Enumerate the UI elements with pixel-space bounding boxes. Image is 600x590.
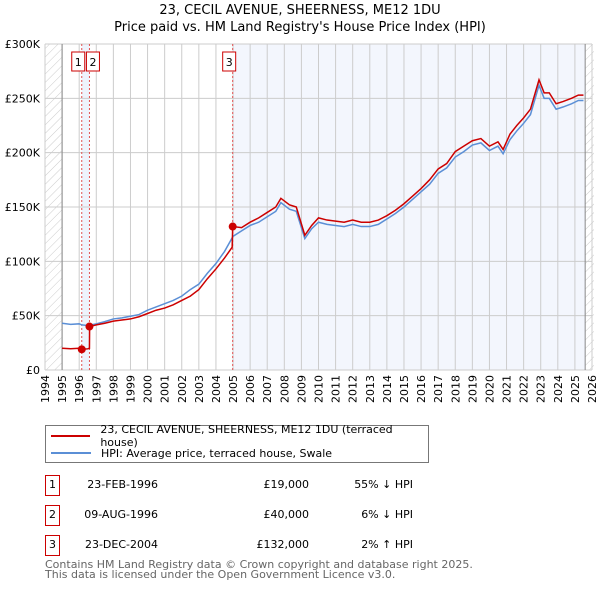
- y-tick-label: £200K: [5, 147, 41, 160]
- y-tick-label: £250K: [5, 92, 41, 105]
- x-tick-label: 2011: [330, 375, 343, 403]
- x-tick-label: 2009: [295, 375, 308, 403]
- sale-price: £40,000: [263, 508, 310, 521]
- y-tick-label: £300K: [5, 38, 41, 51]
- sale-badge-label: 1: [75, 56, 82, 69]
- y-tick-label: £100K: [5, 255, 41, 268]
- x-tick-label: 2000: [142, 375, 155, 403]
- chart-subtitle: Price paid vs. HM Land Registry's House …: [114, 20, 486, 35]
- y-tick-label: £0: [26, 364, 40, 377]
- legend: 23, CECIL AVENUE, SHEERNESS, ME12 1DU (t…: [45, 423, 429, 463]
- y-tick-label: £150K: [5, 201, 41, 214]
- x-tick-label: 2014: [381, 375, 394, 403]
- legend-label: HPI: Average price, terraced house, Swal…: [101, 446, 333, 460]
- x-tick-label: 2003: [193, 375, 206, 403]
- sale-price: £19,000: [263, 478, 310, 491]
- x-tick-label: 2005: [227, 375, 240, 403]
- sale-price: £132,000: [256, 538, 310, 551]
- sale-hpi-diff: 2% ↑ HPI: [361, 538, 413, 551]
- x-tick-label: 1995: [56, 375, 69, 403]
- x-tick-label: 2001: [159, 375, 172, 403]
- x-tick-label: 2016: [415, 375, 428, 403]
- x-tick-label: 1999: [124, 375, 137, 403]
- sale-badge-label: 3: [226, 56, 233, 69]
- sale-point: [228, 222, 237, 231]
- x-tick-label: 1994: [39, 375, 52, 403]
- sale-point: [77, 345, 86, 354]
- sale-date: 09-AUG-1996: [84, 508, 158, 521]
- sale-badge: [222, 51, 237, 72]
- x-tick-label: 2020: [483, 375, 496, 403]
- x-tick-label: 2021: [501, 375, 514, 403]
- x-tick-label: 2022: [518, 375, 531, 403]
- x-tick-label: 2023: [535, 375, 548, 403]
- sale-hpi-diff: 6% ↓ HPI: [361, 508, 413, 521]
- x-tick-label: 2004: [210, 375, 223, 403]
- legend-item-property: 23, CECIL AVENUE, SHEERNESS, ME12 1DU (t…: [46, 423, 428, 449]
- x-tick-label: 2010: [313, 375, 326, 403]
- x-tick-label: 2019: [466, 375, 479, 403]
- x-tick-label: 2025: [569, 375, 582, 403]
- sale-date: 23-DEC-2004: [84, 538, 158, 551]
- sale-point: [85, 322, 94, 331]
- x-tick-label: 1996: [73, 375, 86, 403]
- sale-date: 23-FEB-1996: [87, 478, 158, 491]
- chart-title: 23, CECIL AVENUE, SHEERNESS, ME12 1DU: [159, 3, 441, 18]
- x-tick-label: 2026: [586, 375, 599, 403]
- legend-label: 23, CECIL AVENUE, SHEERNESS, ME12 1DU (t…: [100, 423, 393, 449]
- sale-number-badge: 2: [45, 505, 60, 526]
- sale-badge: [71, 51, 86, 72]
- sale-badge: [85, 51, 100, 72]
- sale-hpi-diff: 55% ↓ HPI: [354, 478, 413, 491]
- price-chart: 1994 1995 1996 1997 1998 1999 2000 2001 2002 2003…: [5, 38, 599, 403]
- y-tick-label: £50K: [12, 310, 41, 323]
- x-tick-label: 2018: [449, 375, 462, 403]
- x-tick-label: 2007: [261, 375, 274, 403]
- legend-item-hpi: HPI: Average price, terraced house, Swal…: [46, 445, 332, 461]
- price-paid-line: [62, 77, 584, 351]
- hpi-line: [61, 82, 584, 327]
- x-tick-label: 2008: [278, 375, 291, 403]
- x-tick-label: 2017: [432, 375, 445, 403]
- x-tick-label: 2012: [347, 375, 360, 403]
- x-tick-label: 2013: [364, 375, 377, 403]
- x-tick-label: 2002: [176, 375, 189, 403]
- legend-swatch-red: [51, 435, 91, 437]
- x-tick-label: 2024: [552, 375, 565, 403]
- footer-line-1: Contains HM Land Registry data © Crown c…: [45, 558, 473, 571]
- x-tick-label: 2006: [244, 375, 257, 403]
- x-tick-label: 1998: [107, 375, 120, 403]
- footer-line-2: This data is licensed under the Open Gov…: [45, 568, 396, 581]
- x-tick-label: 1997: [90, 375, 103, 403]
- x-tick-label: 2015: [398, 375, 411, 403]
- legend-swatch-blue: [51, 452, 91, 454]
- sale-number-badge: 1: [45, 475, 60, 496]
- sale-badge-label: 2: [89, 56, 96, 69]
- sale-number-badge: 3: [45, 535, 60, 556]
